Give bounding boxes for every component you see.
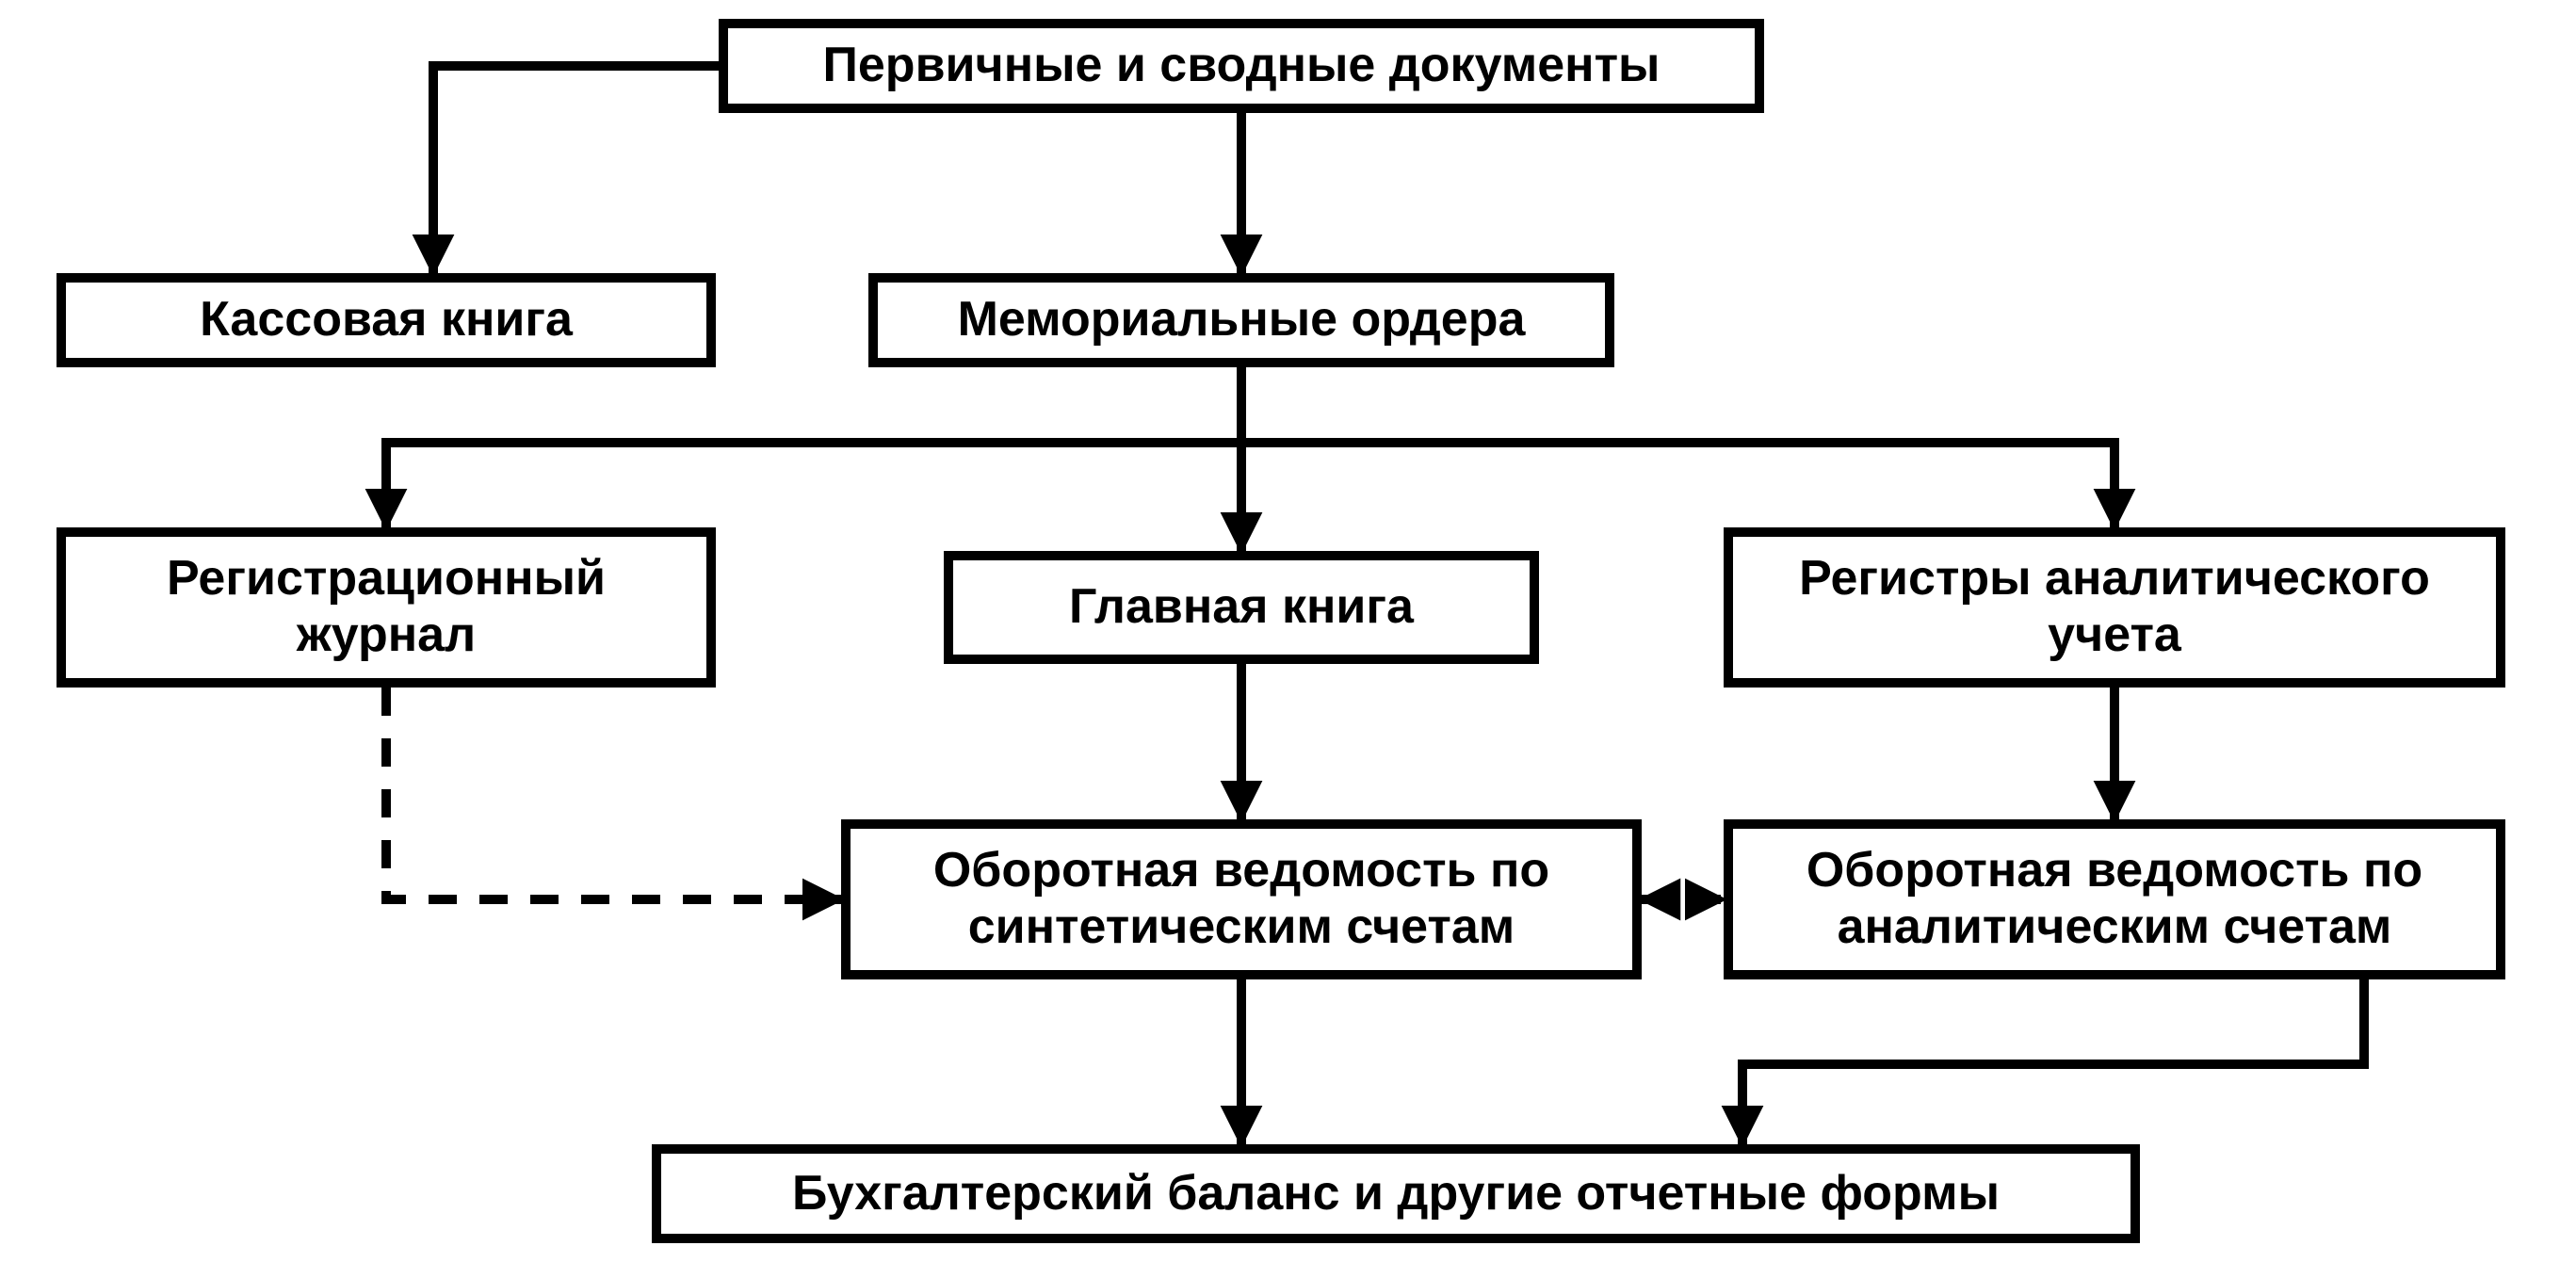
node-label: Кассовая книга [200, 292, 573, 348]
edge-regjournal-to-synth [386, 688, 841, 899]
edge-memorial-to-analytreg [1241, 367, 2114, 527]
node-oborot-anal: Оборотная ведомость по аналитическим сче… [1724, 819, 2505, 979]
node-balance: Бухгалтерский баланс и другие отчетные ф… [652, 1144, 2140, 1243]
node-label: Оборотная ведомость по аналитическим сче… [1742, 843, 2487, 956]
node-memorial: Мемориальные ордера [868, 273, 1614, 367]
diagram-canvas: Первичные и сводные документы Кассовая к… [0, 0, 2576, 1262]
node-primary: Первичные и сводные документы [719, 19, 1764, 113]
node-kassa: Кассовая книга [57, 273, 716, 367]
node-label: Регистры аналитического учета [1742, 551, 2487, 664]
edge-memorial-to-regjournal [386, 367, 1241, 527]
node-label: Оборотная ведомость по синтетическим сче… [860, 843, 1623, 956]
node-regjournal: Регистрационный журнал [57, 527, 716, 688]
node-label: Первичные и сводные документы [823, 38, 1661, 94]
edge-primary-to-kassa [433, 66, 719, 273]
node-analytreg: Регистры аналитического учета [1724, 527, 2505, 688]
node-label: Регистрационный журнал [75, 551, 697, 664]
node-oborot-synth: Оборотная ведомость по синтетическим сче… [841, 819, 1642, 979]
node-mainbook: Главная книга [944, 551, 1539, 664]
node-label: Бухгалтерский баланс и другие отчетные ф… [792, 1166, 2000, 1222]
edge-anal-to-balance [1742, 979, 2364, 1144]
node-label: Главная книга [1069, 579, 1414, 636]
node-label: Мемориальные ордера [958, 292, 1526, 348]
